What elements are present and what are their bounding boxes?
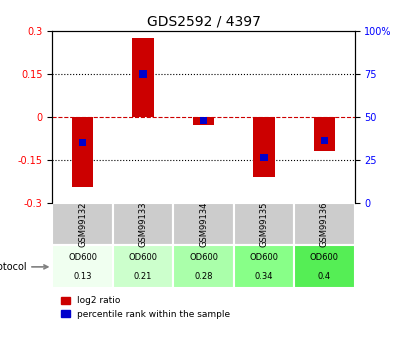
Text: GSM99136: GSM99136 [320,201,329,247]
Text: 0.13: 0.13 [73,272,92,281]
Bar [314,117,335,151]
FancyBboxPatch shape [234,245,294,288]
Text: growth protocol: growth protocol [0,262,48,272]
Text: OD600: OD600 [249,253,278,262]
Bar [133,38,154,117]
FancyBboxPatch shape [173,203,234,245]
FancyBboxPatch shape [294,203,355,245]
FancyBboxPatch shape [113,203,173,245]
Text: 0.4: 0.4 [318,272,331,281]
FancyBboxPatch shape [113,245,173,288]
Bar [260,154,268,161]
Text: OD600: OD600 [129,253,158,262]
Bar [72,117,93,187]
Text: 0.21: 0.21 [134,272,152,281]
Bar [193,117,214,125]
Text: GSM99133: GSM99133 [139,201,147,247]
Text: OD600: OD600 [189,253,218,262]
FancyBboxPatch shape [173,245,234,288]
Bar [79,139,86,146]
Text: 0.34: 0.34 [255,272,273,281]
Text: GSM99135: GSM99135 [260,201,268,247]
Text: OD600: OD600 [68,253,97,262]
Bar [200,117,207,124]
FancyBboxPatch shape [234,203,294,245]
Text: OD600: OD600 [310,253,339,262]
Text: GSM99134: GSM99134 [199,201,208,247]
Bar [321,137,328,144]
Title: GDS2592 / 4397: GDS2592 / 4397 [147,14,260,29]
Bar [139,70,147,78]
Legend: log2 ratio, percentile rank within the sample: log2 ratio, percentile rank within the s… [57,293,233,323]
Text: GSM99132: GSM99132 [78,201,87,247]
FancyBboxPatch shape [52,203,113,245]
Text: 0.28: 0.28 [194,272,213,281]
FancyBboxPatch shape [52,245,113,288]
Bar [253,117,274,177]
FancyBboxPatch shape [294,245,355,288]
